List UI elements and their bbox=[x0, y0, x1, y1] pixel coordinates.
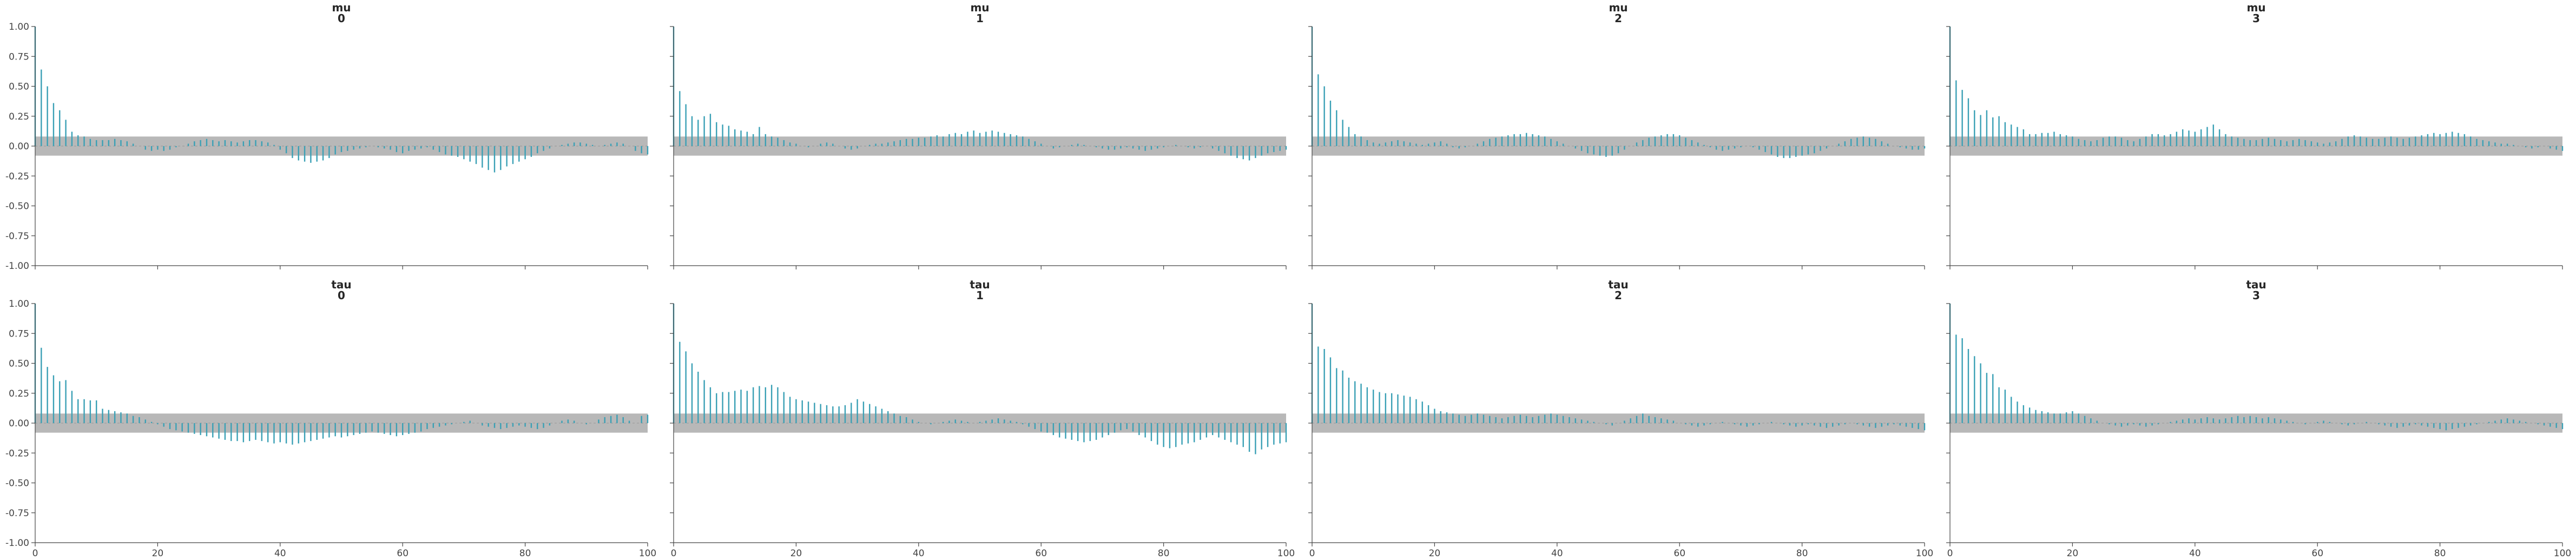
x-tick-label: 80 bbox=[1796, 548, 1808, 559]
panel-title-index: 0 bbox=[338, 12, 345, 25]
panel-mu-1: mu1 bbox=[670, 1, 1287, 269]
x-tick-label: 60 bbox=[397, 548, 409, 559]
panel-tau-0: tau01.000.750.500.250.00-0.25-0.50-0.75-… bbox=[5, 278, 656, 559]
x-tick-label: 80 bbox=[2434, 548, 2446, 559]
y-tick-label: 0.00 bbox=[9, 141, 29, 152]
x-tick-label: 40 bbox=[2189, 548, 2201, 559]
y-tick-label: 1.00 bbox=[9, 22, 29, 32]
x-tick-label: 40 bbox=[913, 548, 925, 559]
panel-title-index: 2 bbox=[1615, 289, 1622, 302]
x-tick-label: 60 bbox=[1035, 548, 1047, 559]
x-tick-label: 0 bbox=[1947, 548, 1953, 559]
y-tick-label: 0.00 bbox=[9, 418, 29, 429]
panel-title-var: mu bbox=[1609, 1, 1628, 14]
y-tick-label: 0.75 bbox=[9, 328, 29, 339]
x-tick-label: 0 bbox=[32, 548, 38, 559]
panel-title-index: 3 bbox=[2252, 289, 2260, 302]
y-tick-label: 0.25 bbox=[9, 111, 29, 122]
panel-title-index: 3 bbox=[2252, 12, 2260, 25]
y-tick-label: -0.25 bbox=[5, 171, 29, 182]
y-tick-label: -0.75 bbox=[5, 508, 29, 519]
y-tick-label: 0.50 bbox=[9, 82, 29, 93]
x-tick-label: 20 bbox=[2067, 548, 2079, 559]
x-tick-label: 0 bbox=[1309, 548, 1315, 559]
x-tick-label: 100 bbox=[1916, 548, 1933, 559]
panel-title-index: 1 bbox=[976, 289, 984, 302]
confidence-band bbox=[1312, 413, 1925, 433]
y-tick-label: -1.00 bbox=[5, 261, 29, 272]
y-tick-label: 1.00 bbox=[9, 299, 29, 309]
panel-title-index: 2 bbox=[1615, 12, 1622, 25]
x-tick-label: 20 bbox=[1429, 548, 1441, 559]
acf-stems bbox=[1311, 304, 1926, 431]
acf-stems bbox=[34, 27, 649, 173]
x-tick-label: 60 bbox=[2311, 548, 2323, 559]
acf-stems bbox=[1311, 27, 1926, 159]
x-tick-label: 40 bbox=[274, 548, 286, 559]
x-tick-label: 80 bbox=[1158, 548, 1170, 559]
x-tick-label: 80 bbox=[519, 548, 531, 559]
acf-stems bbox=[1949, 304, 2564, 431]
panel-mu-3: mu3 bbox=[1946, 1, 2564, 269]
panel-title-index: 0 bbox=[338, 289, 345, 302]
y-tick-label: 0.25 bbox=[9, 388, 29, 399]
panel-title-var: mu bbox=[970, 1, 989, 14]
x-tick-label: 100 bbox=[639, 548, 656, 559]
y-tick-label: 0.50 bbox=[9, 359, 29, 370]
panel-title-var: tau bbox=[2246, 278, 2266, 291]
panel-mu-0: mu0 1.00 0.75 0.50 0.25 0.00 -0.25 -0.50 -0.75 -1… bbox=[5, 1, 649, 272]
panel-title-var: tau bbox=[970, 278, 990, 291]
x-tick-label: 40 bbox=[1551, 548, 1563, 559]
y-tick-label: -0.25 bbox=[5, 448, 29, 459]
x-tick-label: 60 bbox=[1674, 548, 1685, 559]
x-tick-label: 100 bbox=[1277, 548, 1295, 559]
panel-title-var: mu bbox=[2246, 1, 2265, 14]
x-tick-label: 20 bbox=[790, 548, 802, 559]
x-tick-label: 20 bbox=[152, 548, 164, 559]
y-tick-label: -0.75 bbox=[5, 231, 29, 242]
panel-mu-2: mu2 bbox=[1308, 1, 1926, 269]
y-tick-label: 0.75 bbox=[9, 51, 29, 62]
panel-title-var: tau bbox=[331, 278, 351, 291]
acf-stems bbox=[1949, 27, 2564, 151]
x-tick-label: 0 bbox=[671, 548, 677, 559]
acf-stems bbox=[673, 27, 1287, 161]
y-tick-label: -0.50 bbox=[5, 478, 29, 489]
y-tick-label: -0.50 bbox=[5, 201, 29, 212]
panel-title-var: mu bbox=[332, 1, 351, 14]
panel-title-index: 1 bbox=[976, 12, 984, 25]
y-tick-label: -1.00 bbox=[5, 538, 29, 549]
x-tick-label: 100 bbox=[2554, 548, 2571, 559]
panel-title-var: tau bbox=[1608, 278, 1628, 291]
